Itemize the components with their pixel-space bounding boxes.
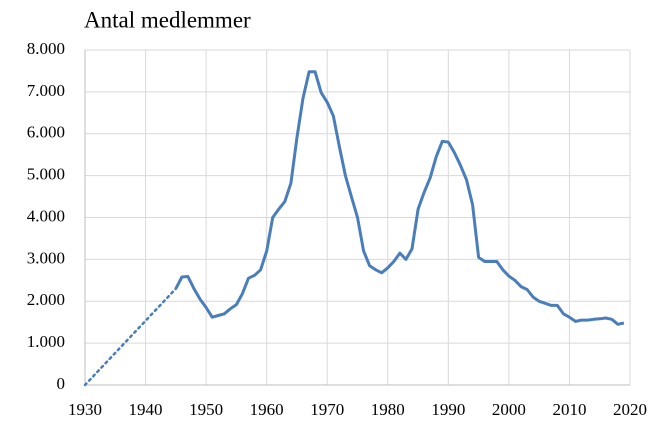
y-tick-label: 0 <box>57 374 66 393</box>
y-tick-label: 3.000 <box>27 248 65 267</box>
x-tick-label: 1980 <box>371 400 405 419</box>
y-tick-label: 7.000 <box>27 81 65 100</box>
y-tick-label: 6.000 <box>27 123 65 142</box>
line-series <box>174 70 625 326</box>
x-tick-label: 1930 <box>68 400 102 419</box>
y-tick-label: 1.000 <box>27 332 65 351</box>
y-tick-label: 5.000 <box>27 165 65 184</box>
x-tick-label: 2020 <box>613 400 647 419</box>
x-tick-label: 1960 <box>250 400 284 419</box>
x-tick-label: 2000 <box>492 400 526 419</box>
x-tick-label: 1990 <box>431 400 465 419</box>
y-tick-label: 2.000 <box>27 290 65 309</box>
x-tick-label: 2010 <box>552 400 586 419</box>
x-tick-label: 1950 <box>189 400 223 419</box>
chart-title: Antal medlemmer <box>84 7 251 32</box>
y-tick-label: 4.000 <box>27 206 65 225</box>
x-tick-label: 1970 <box>310 400 344 419</box>
line-series <box>83 287 178 387</box>
y-tick-label: 8.000 <box>27 39 65 58</box>
x-tick-label: 1940 <box>129 400 163 419</box>
